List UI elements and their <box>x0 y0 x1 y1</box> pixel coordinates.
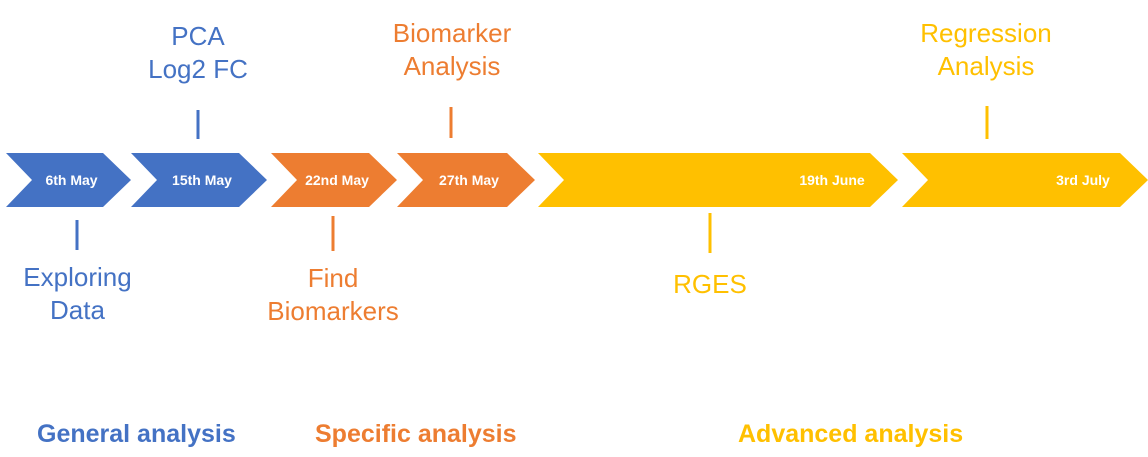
milestone-regression-label: Regression Analysis <box>886 17 1086 83</box>
chevron-5 <box>538 153 683 207</box>
milestone-pca-label: PCA Log2 FC <box>118 20 278 86</box>
milestone-exploring-line-2: Data <box>50 295 105 325</box>
milestone-biomarker-analysis-line-2: Analysis <box>403 51 501 81</box>
chevron-1-label: 6th May <box>45 172 97 188</box>
chevron-4 <box>397 153 535 207</box>
milestone-find-biomarkers-line-2: Biomarkers <box>267 296 399 326</box>
milestone-biomarker-analysis-line-1: Biomarker <box>392 18 512 48</box>
milestone-biomarker-analysis-label: Biomarker Analysis <box>362 17 542 83</box>
milestone-regression-line-2: Analysis <box>937 51 1035 81</box>
chevron-9 <box>1012 153 1148 207</box>
milestone-regression-line-1: Regression <box>920 18 1052 48</box>
chevron-4-label: 27th May <box>439 172 499 188</box>
milestone-pca-line-2: Log2 FC <box>148 54 248 84</box>
chevron-7 <box>760 153 898 207</box>
milestone-find-biomarkers-line-1: Find <box>307 263 359 293</box>
chevron-1 <box>6 153 131 207</box>
milestone-rges-line-1: RGES <box>673 269 747 299</box>
chevron-2 <box>131 153 267 207</box>
milestone-exploring-line-1: Exploring <box>23 262 132 292</box>
chevron-2-label: 15th May <box>172 172 232 188</box>
milestone-find-biomarkers-label: Find Biomarkers <box>243 262 423 328</box>
category-general: General analysis <box>37 420 236 448</box>
chevron-3 <box>271 153 397 207</box>
milestone-exploring-label: Exploring Data <box>0 261 155 327</box>
milestone-rges-label: RGES <box>640 268 780 301</box>
chevron-8 <box>902 153 1048 207</box>
chevron-3-label: 22nd May <box>305 172 369 188</box>
milestone-pca-line-1: PCA <box>171 21 225 51</box>
chevron-6 <box>648 153 795 207</box>
chevron-7-label: 19th June <box>799 172 865 188</box>
category-advanced: Advanced analysis <box>738 420 964 448</box>
chevron-9-label: 3rd July <box>1056 172 1110 188</box>
category-specific: Specific analysis <box>315 420 517 448</box>
